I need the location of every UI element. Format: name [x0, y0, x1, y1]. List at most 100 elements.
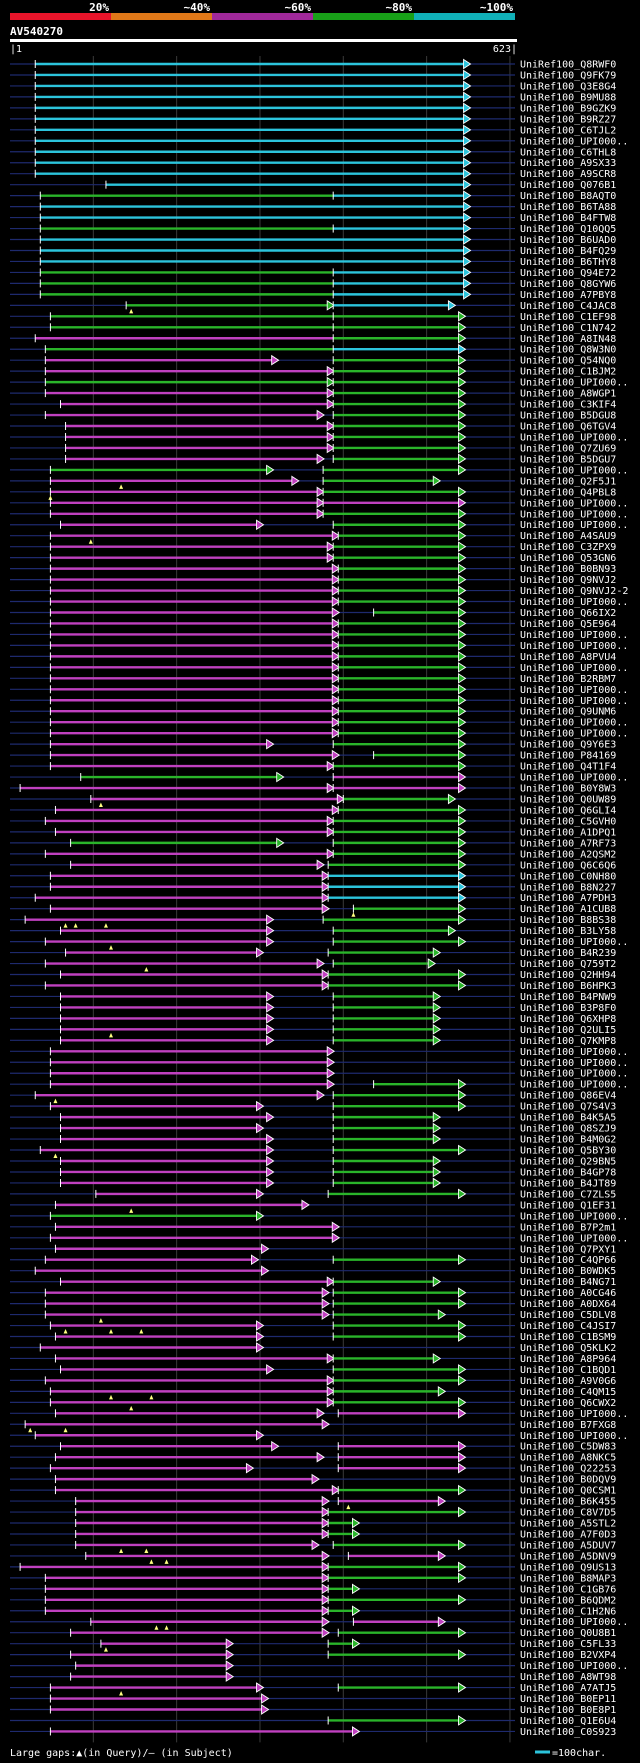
hit-row[interactable]: UniRef100_B6TA88: [10, 201, 616, 213]
hit-label[interactable]: UniRef100_UPI000..: [520, 630, 628, 641]
hit-label[interactable]: UniRef100_Q8SZJ9: [520, 1124, 616, 1135]
hit-label[interactable]: UniRef100_UPI000..: [520, 520, 628, 531]
hit-label[interactable]: UniRef100_UPI000..: [520, 1617, 628, 1628]
hit-row[interactable]: UniRef100_C6TJL2: [10, 124, 616, 136]
hit-label[interactable]: UniRef100_C3KIF4: [520, 400, 616, 411]
hit-label[interactable]: UniRef100_Q9UNM6: [520, 707, 616, 718]
hit-row[interactable]: UniRef100_UPI000..: [10, 596, 628, 608]
hit-label[interactable]: UniRef100_Q1EF31: [520, 1200, 616, 1211]
hit-row[interactable]: UniRef100_A4SAU9: [10, 530, 616, 544]
hit-label[interactable]: UniRef100_B0Y8W3: [520, 784, 616, 795]
hit-row[interactable]: UniRef100_UPI000..: [10, 1045, 628, 1058]
hit-label[interactable]: UniRef100_A7ATJ5: [520, 1683, 616, 1694]
hit-label[interactable]: UniRef100_C4QM15: [520, 1387, 616, 1398]
hit-label[interactable]: UniRef100_C5DW83: [520, 1442, 616, 1453]
hit-label[interactable]: UniRef100_B9RZ27: [520, 114, 616, 125]
hit-label[interactable]: UniRef100_C1BJM2: [520, 367, 616, 378]
hit-row[interactable]: UniRef100_B4M0G2: [10, 1133, 616, 1146]
hit-label[interactable]: UniRef100_B6UAD0: [520, 235, 616, 246]
hit-label[interactable]: UniRef100_C4QP66: [520, 1255, 616, 1266]
hit-row[interactable]: UniRef100_Q8RWF0: [10, 58, 616, 71]
hit-row[interactable]: UniRef100_UPI000..: [10, 629, 628, 641]
hit-row[interactable]: UniRef100_A8NKC5: [10, 1451, 616, 1464]
hit-label[interactable]: UniRef100_Q2HH94: [520, 970, 616, 981]
hit-label[interactable]: UniRef100_B0WDK5: [520, 1266, 616, 1277]
hit-label[interactable]: UniRef100_C1BQD1: [520, 1365, 616, 1376]
hit-row[interactable]: UniRef100_B2RBM7: [10, 672, 616, 685]
hit-row[interactable]: UniRef100_A7F0D3: [10, 1528, 616, 1540]
hit-label[interactable]: UniRef100_A8NKC5: [520, 1453, 616, 1464]
hit-label[interactable]: UniRef100_Q9NVJ2: [520, 575, 616, 586]
hit-label[interactable]: UniRef100_B4R239: [520, 948, 616, 959]
hit-row[interactable]: UniRef100_B4PNW9: [10, 991, 616, 1003]
hit-label[interactable]: UniRef100_A0CG46: [520, 1288, 616, 1299]
hit-row[interactable]: UniRef100_B8N227: [10, 881, 616, 893]
hit-label[interactable]: UniRef100_Q7KMP8: [520, 1036, 616, 1047]
hit-row[interactable]: UniRef100_Q7ZU69: [10, 442, 616, 454]
hit-row[interactable]: UniRef100_B9GZK9: [10, 102, 616, 114]
hit-label[interactable]: UniRef100_B4PNW9: [520, 992, 616, 1003]
hit-row[interactable]: UniRef100_A9SX33: [10, 157, 616, 169]
hit-row[interactable]: UniRef100_UPI000..: [10, 727, 628, 740]
hit-label[interactable]: UniRef100_A8PVU4: [520, 652, 616, 663]
hit-label[interactable]: UniRef100_Q66IX2: [520, 608, 616, 619]
hit-row[interactable]: UniRef100_C1BJM2: [10, 365, 616, 378]
hit-label[interactable]: UniRef100_Q0CSM1: [520, 1486, 616, 1497]
hit-row[interactable]: UniRef100_UPI000..: [10, 683, 628, 696]
hit-row[interactable]: UniRef100_B6UAD0: [10, 234, 616, 246]
hit-row[interactable]: UniRef100_B7P2m1: [10, 1221, 616, 1233]
hit-label[interactable]: UniRef100_Q9Y6E3: [520, 740, 616, 751]
hit-label[interactable]: UniRef100_A8IN48: [520, 334, 616, 345]
hit-row[interactable]: UniRef100_B4GP78: [10, 1166, 616, 1178]
hit-row[interactable]: UniRef100_UPI000..: [10, 431, 628, 443]
hit-row[interactable]: UniRef100_B0Y8W3: [10, 782, 616, 795]
hit-label[interactable]: UniRef100_A5DUV7: [520, 1540, 616, 1551]
hit-label[interactable]: UniRef100_UPI000..: [520, 432, 628, 443]
hit-label[interactable]: UniRef100_B6THY8: [520, 257, 616, 268]
hit-row[interactable]: UniRef100_Q2F5J1: [10, 475, 616, 489]
hit-row[interactable]: UniRef100_B0E8P1: [10, 1704, 616, 1716]
hit-row[interactable]: UniRef100_Q9Y6E3: [10, 738, 616, 751]
hit-row[interactable]: UniRef100_C1BSM9: [10, 1331, 616, 1343]
hit-row[interactable]: UniRef100_C7ZLS5: [10, 1188, 616, 1200]
hit-row[interactable]: UniRef100_B0DQV9: [10, 1473, 616, 1486]
hit-row[interactable]: UniRef100_C0S923: [10, 1726, 616, 1738]
hit-label[interactable]: UniRef100_UPI000..: [520, 509, 628, 520]
hit-row[interactable]: UniRef100_UPI000..: [10, 771, 628, 784]
hit-label[interactable]: UniRef100_A7PBY8: [520, 290, 616, 301]
hit-row[interactable]: UniRef100_Q6CWX2: [10, 1397, 616, 1411]
hit-label[interactable]: UniRef100_Q1E6U4: [520, 1716, 616, 1727]
hit-row[interactable]: UniRef100_C5FL33: [10, 1638, 616, 1652]
hit-label[interactable]: UniRef100_Q8GYW6: [520, 279, 616, 290]
hit-row[interactable]: UniRef100_Q9NVJ2-2: [10, 585, 628, 597]
hit-label[interactable]: UniRef100_Q9NVJ2-2: [520, 586, 628, 597]
hit-label[interactable]: UniRef100_B3P8F0: [520, 1003, 616, 1014]
hit-row[interactable]: UniRef100_Q9FK79: [10, 69, 616, 81]
hit-label[interactable]: UniRef100_B6K455: [520, 1497, 616, 1508]
hit-label[interactable]: UniRef100_UPI000..: [520, 1661, 628, 1672]
hit-row[interactable]: UniRef100_Q53GN6: [10, 552, 616, 564]
hit-label[interactable]: UniRef100_UPI000..: [520, 597, 628, 608]
hit-label[interactable]: UniRef100_A9SX33: [520, 158, 616, 169]
hit-row[interactable]: UniRef100_Q2ULI5: [10, 1024, 616, 1038]
hit-row[interactable]: UniRef100_C1BQD1: [10, 1364, 616, 1376]
hit-row[interactable]: UniRef100_B4R239: [10, 947, 616, 959]
hit-label[interactable]: UniRef100_B9MU88: [520, 92, 616, 103]
hit-row[interactable]: UniRef100_Q0UW89: [10, 793, 616, 807]
hit-row[interactable]: UniRef100_A0CG46: [10, 1287, 616, 1299]
hit-row[interactable]: UniRef100_UPI000..: [10, 497, 628, 509]
hit-label[interactable]: UniRef100_Q9FK79: [520, 70, 616, 81]
hit-row[interactable]: UniRef100_Q54NQ0: [10, 354, 616, 367]
hit-label[interactable]: UniRef100_C3ZPX9: [520, 542, 616, 553]
hit-label[interactable]: UniRef100_Q6C6Q6: [520, 860, 616, 871]
hit-row[interactable]: UniRef100_B7FXG8: [10, 1418, 616, 1433]
hit-row[interactable]: UniRef100_B5DGU7: [10, 453, 616, 465]
hit-label[interactable]: UniRef100_C7ZLS5: [520, 1189, 616, 1200]
hit-row[interactable]: UniRef100_C3KIF4: [10, 398, 616, 411]
hit-label[interactable]: UniRef100_Q6CWX2: [520, 1398, 616, 1409]
hit-row[interactable]: UniRef100_C4JSI7: [10, 1320, 616, 1334]
hit-label[interactable]: UniRef100_Q7ZU69: [520, 443, 616, 454]
hit-row[interactable]: UniRef100_C3ZPX9: [10, 541, 616, 553]
hit-label[interactable]: UniRef100_A1CUB8: [520, 904, 616, 915]
hit-row[interactable]: UniRef100_C4QM15: [10, 1386, 616, 1400]
